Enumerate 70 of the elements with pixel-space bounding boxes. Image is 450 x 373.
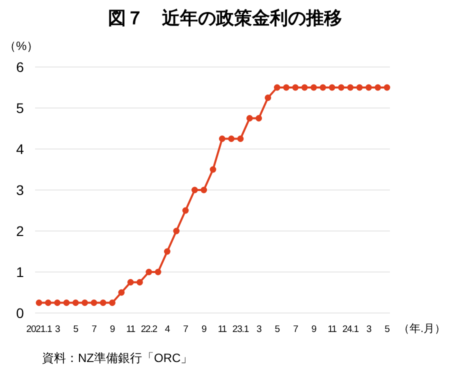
point xyxy=(164,248,170,255)
y-tick-label: 2 xyxy=(16,223,24,239)
x-tick-label: 9 xyxy=(202,324,206,335)
x-tick-label: 9 xyxy=(311,324,316,335)
x-tick-label: 7 xyxy=(183,324,188,335)
point xyxy=(90,300,98,306)
point xyxy=(82,300,88,306)
y-axis-title: （%） xyxy=(4,39,39,53)
point xyxy=(54,300,61,306)
point xyxy=(36,300,42,306)
x-tick-label: 11 xyxy=(126,324,136,335)
point xyxy=(310,84,317,91)
x-tick-label: 2021.1 xyxy=(26,324,52,335)
point xyxy=(374,84,382,91)
y-tick-label: 5 xyxy=(16,100,24,116)
point xyxy=(256,115,262,122)
text: 資料：NZ準備銀行「ORC」 xyxy=(42,351,193,365)
x-tick-label: 11 xyxy=(218,324,227,335)
x-tick-label: 24.1 xyxy=(342,324,359,335)
chart-title: 図７ 近年の政策金利の推移 xyxy=(108,8,342,28)
y-tick-label: 1 xyxy=(16,264,24,280)
x-tick-label: 23.1 xyxy=(232,324,249,335)
y-tick-label: 3 xyxy=(16,182,24,198)
x-axis-title: （年.月） xyxy=(398,323,446,335)
point xyxy=(328,84,336,91)
point xyxy=(218,136,226,142)
x-tick-label: 5 xyxy=(274,324,280,335)
point xyxy=(200,186,208,194)
point xyxy=(63,300,70,306)
point xyxy=(264,94,272,101)
point xyxy=(237,136,244,142)
point xyxy=(100,300,106,306)
x-tick-label: 11 xyxy=(328,324,337,335)
point xyxy=(109,300,116,306)
point xyxy=(338,84,344,91)
x-tick-label: 9 xyxy=(110,324,115,335)
y-tick-label: 6 xyxy=(16,59,24,75)
point xyxy=(301,84,308,91)
point xyxy=(283,84,290,91)
point xyxy=(274,84,280,91)
point xyxy=(365,84,372,91)
point xyxy=(356,84,363,91)
y-tick-label: 0 xyxy=(16,305,24,321)
point xyxy=(182,207,189,214)
point xyxy=(347,84,354,91)
point xyxy=(292,84,299,91)
point xyxy=(191,186,198,194)
point xyxy=(246,115,253,122)
point xyxy=(136,279,143,286)
x-tick-label: 22.2 xyxy=(140,324,158,335)
x-tick-label: 5 xyxy=(73,324,78,335)
point xyxy=(72,300,79,306)
point xyxy=(127,279,134,286)
point xyxy=(320,84,326,91)
x-tick-label: 7 xyxy=(293,324,298,335)
x-tick-label: 3 xyxy=(54,324,60,335)
point xyxy=(44,300,52,306)
x-tick-label: 3 xyxy=(366,324,372,335)
x-tick-label: 4 xyxy=(164,324,170,335)
point xyxy=(210,166,216,173)
point xyxy=(228,136,235,142)
point xyxy=(173,228,180,234)
x-tick-label: 3 xyxy=(256,324,262,335)
x-tick-label: 7 xyxy=(92,324,97,335)
point xyxy=(154,268,162,276)
point xyxy=(146,268,152,276)
y-tick-label: 4 xyxy=(16,141,24,157)
point xyxy=(118,289,125,296)
x-tick-label: 5 xyxy=(384,324,390,335)
point xyxy=(384,84,390,91)
